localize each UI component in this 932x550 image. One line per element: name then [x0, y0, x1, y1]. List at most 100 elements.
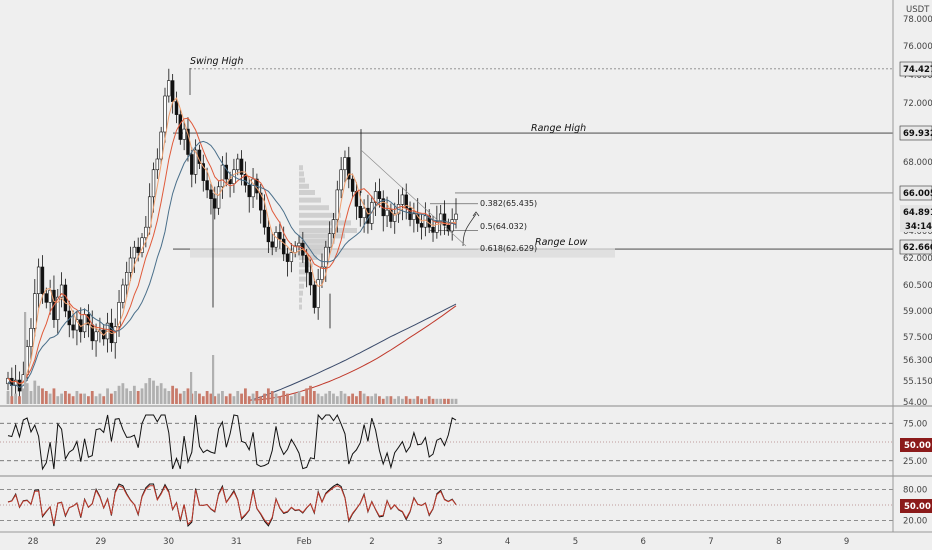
- volume-bar: [358, 391, 362, 404]
- candle-body: [136, 246, 140, 253]
- volume-bar: [263, 393, 266, 404]
- candle-body: [13, 379, 18, 386]
- candle-body: [201, 163, 205, 181]
- volume-bar: [87, 396, 90, 404]
- volume-bar: [439, 398, 443, 404]
- volume-bar: [140, 388, 144, 404]
- svg-text:66.005: 66.005: [903, 189, 932, 199]
- volume-bar: [90, 391, 94, 404]
- volume-bar: [446, 398, 450, 404]
- volume-bar: [397, 396, 400, 404]
- fib-0618-label: 0.618(62.629): [480, 244, 537, 253]
- candle-body: [347, 157, 351, 180]
- volume-bar: [52, 388, 56, 404]
- moving-average-mid: [7, 117, 457, 385]
- candle-body: [213, 198, 217, 209]
- volume-bar: [136, 391, 140, 404]
- candle-body: [266, 226, 271, 243]
- candle-body: [167, 80, 171, 97]
- volume-bar: [427, 396, 431, 404]
- candle-body: [412, 213, 416, 220]
- volume-bar: [29, 391, 33, 404]
- volume-profile-bar: [299, 249, 323, 255]
- volume-bar: [393, 398, 397, 404]
- time-tick-label: 29: [95, 537, 106, 547]
- candle-body: [247, 184, 251, 198]
- candle-body: [259, 192, 263, 211]
- volume-bar: [435, 398, 439, 404]
- volume-bar: [132, 385, 136, 404]
- candle-body: [6, 377, 10, 385]
- time-tick-label: Feb: [297, 537, 312, 547]
- candle-body: [339, 169, 343, 191]
- volume-bar: [362, 393, 366, 404]
- candle-body: [335, 189, 339, 220]
- moving-average-slow: [7, 140, 457, 388]
- candle-body: [144, 226, 148, 239]
- fib-0382-label: 0.382(65.435): [480, 199, 537, 208]
- candle-body: [117, 302, 121, 327]
- volume-bar: [228, 393, 232, 404]
- oscillator-1-badge: 50.00: [900, 438, 932, 452]
- candle-body: [155, 158, 160, 171]
- time-axis[interactable]: 28 29 30 31 Feb 2 3 4 5 6 7 8 9: [0, 531, 932, 547]
- candle-body: [190, 154, 194, 175]
- candle-body: [59, 284, 64, 298]
- volume-profile-bar: [299, 297, 302, 303]
- volume-bar: [171, 385, 175, 404]
- volume-bar: [389, 396, 393, 404]
- volume-bar: [301, 396, 305, 404]
- price-tick-label: 76.000: [903, 42, 932, 52]
- volume-bar: [33, 380, 37, 404]
- candle-body: [125, 272, 129, 286]
- fib-05-label: 0.5(64.032): [480, 222, 527, 231]
- volume-bar: [251, 393, 255, 404]
- time-tick-label: 4: [505, 537, 510, 547]
- price-tick-label: 57.500: [903, 333, 932, 343]
- volume-bar: [37, 385, 41, 404]
- volume-bar: [217, 393, 220, 404]
- candle-body: [17, 379, 22, 392]
- candle-body: [278, 232, 282, 240]
- candle-body: [182, 128, 186, 140]
- candle-body: [224, 164, 228, 180]
- time-tick-label: 9: [844, 537, 849, 547]
- volume-bar: [117, 385, 121, 404]
- candle-body: [454, 213, 458, 220]
- volume-bar: [351, 393, 355, 404]
- volume-bar: [343, 393, 347, 404]
- price-tick-label: 55.150: [903, 377, 932, 387]
- volume-bar: [163, 388, 167, 404]
- volume-bar: [129, 391, 132, 404]
- oscillator-tick-label: 80.00: [903, 486, 927, 496]
- volume-profile-bar: [299, 233, 345, 239]
- volume-bar: [94, 396, 98, 404]
- candle-body: [36, 266, 41, 294]
- candle-body: [163, 95, 167, 133]
- candle-body: [308, 272, 313, 286]
- volume-bar: [41, 388, 44, 404]
- volume-bar: [190, 372, 193, 404]
- volume-bar: [6, 391, 10, 404]
- volume-profile-bar: [299, 290, 303, 296]
- level-badge-range-low: 62.660: [899, 239, 932, 255]
- volume-bar: [339, 391, 343, 404]
- volume-bar: [205, 391, 209, 404]
- price-tick-label: 54.00: [903, 398, 927, 408]
- volume-bar: [56, 396, 60, 404]
- volume-bar: [236, 391, 240, 404]
- volume-bar: [79, 393, 83, 404]
- candle-body: [220, 164, 225, 188]
- volume-profile-bar: [299, 269, 309, 275]
- volume-bar: [328, 391, 332, 404]
- oscillator-pane-1[interactable]: 75.00 25.00: [0, 413, 927, 471]
- candle-body: [56, 296, 60, 320]
- volume-bar: [266, 388, 270, 404]
- price-pane[interactable]: [0, 68, 932, 477]
- volume-bar: [212, 355, 215, 404]
- candle-body: [159, 131, 163, 160]
- oscillator-pane-2[interactable]: 80.00 20.00: [0, 483, 927, 528]
- candle-body: [450, 219, 454, 232]
